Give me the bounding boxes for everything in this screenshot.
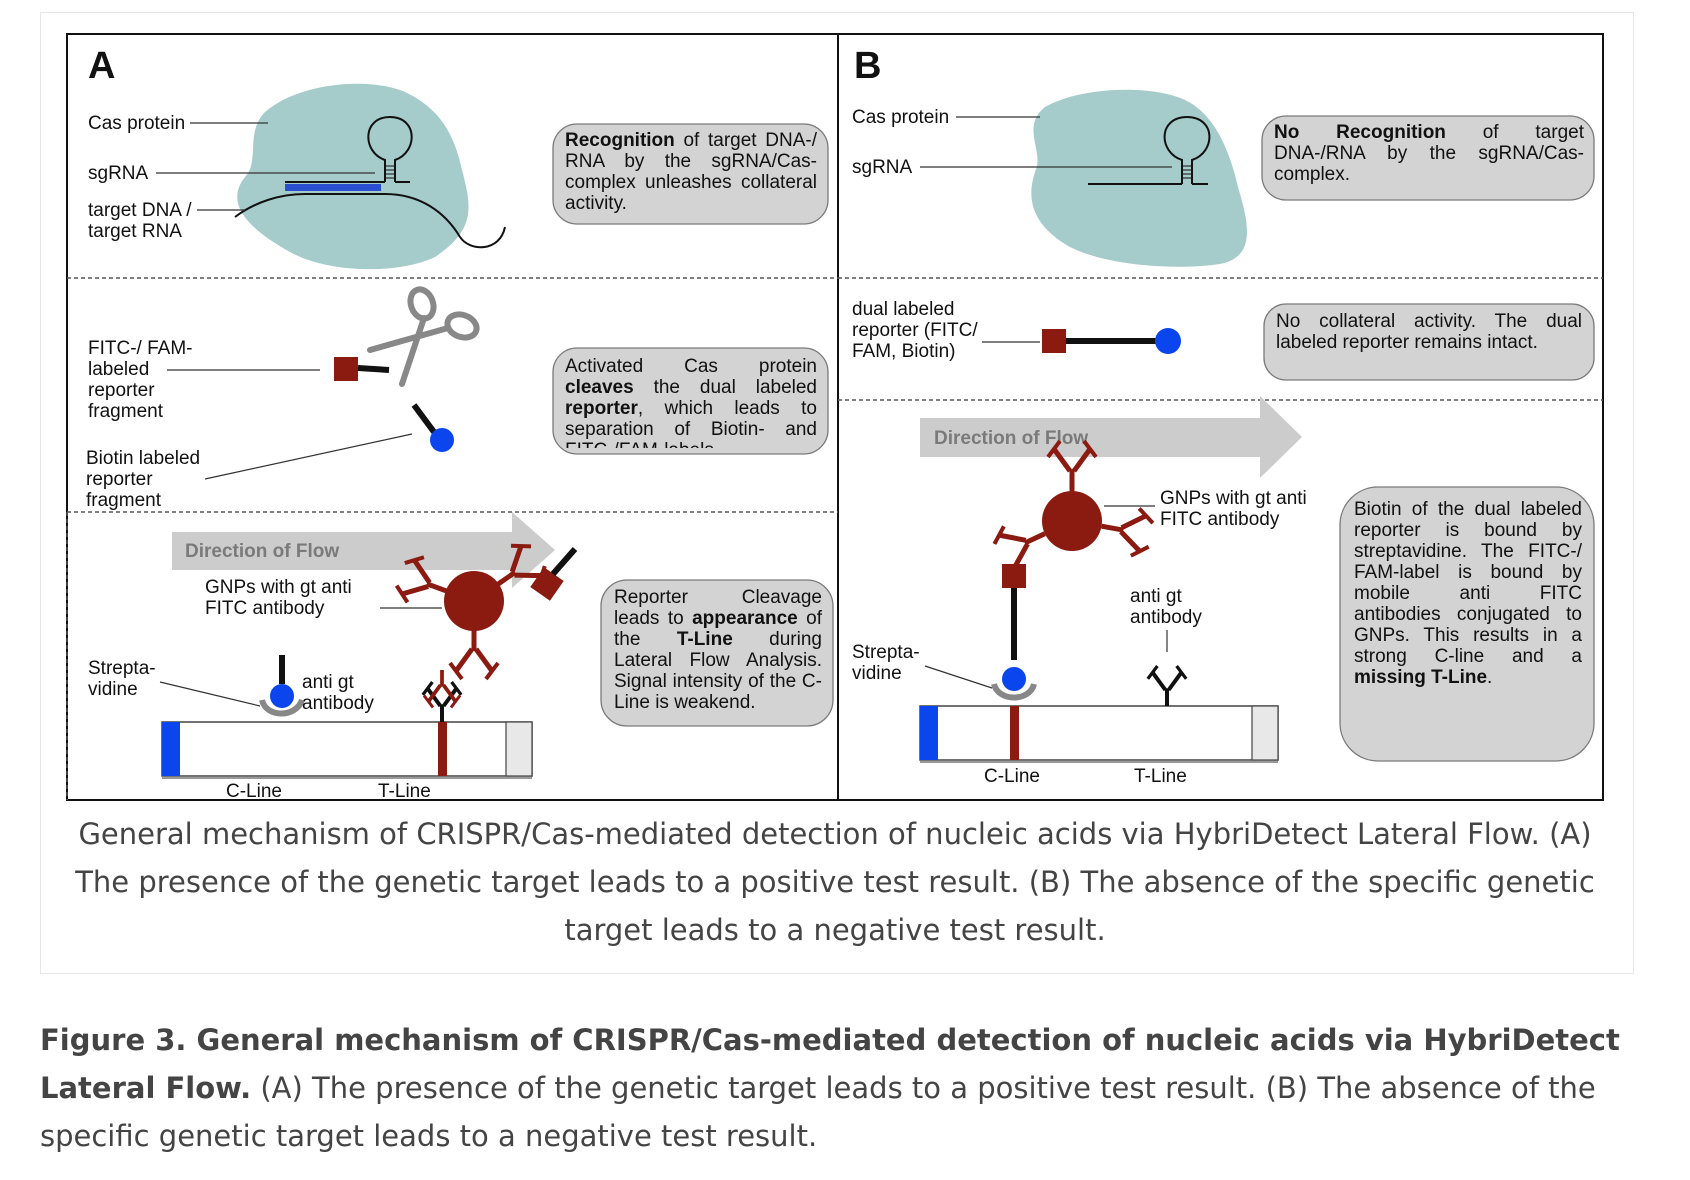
label-gnp-a-2: FITC antibody (205, 598, 325, 619)
label-strep-a-1: Strepta- (88, 658, 156, 679)
bubble-b3 (1339, 486, 1595, 762)
bubble-b2-text: No collateral activity. The dual labeled… (1276, 311, 1582, 353)
label-tline-a: T-Line (378, 781, 431, 802)
label-biotin-a-2: reporter (86, 469, 153, 490)
biotin-fragment-a (411, 403, 454, 452)
inner-caption: General mechanism of CRISPR/Cas-mediated… (75, 817, 1595, 947)
dual-reporter-b (1042, 328, 1181, 354)
gnp-b (989, 441, 1155, 660)
cas-protein-a (234, 83, 506, 270)
label-dual-b-3: FAM, Biotin) (852, 341, 955, 362)
panel-borders (66, 33, 1604, 801)
fitc-fragment-a (334, 357, 390, 381)
label-gnp-b-1: GNPs with gt anti (1160, 488, 1307, 509)
label-gnp-b-2: FITC antibody (1160, 509, 1280, 530)
label-strep-b-1: Strepta- (852, 642, 920, 663)
bubble-b3-text: Biotin of the dual labeled reporter is b… (1354, 499, 1582, 688)
label-strep-b-2: vidine (852, 663, 902, 684)
label-cas-protein-b: Cas protein (852, 107, 949, 128)
cas-protein-b (1031, 89, 1247, 267)
label-cas-protein-a: Cas protein (88, 113, 185, 134)
panel-a-letter: A (88, 45, 115, 87)
bubble-a2-text: Activated Cas protein cleaves the dual l… (565, 356, 817, 448)
bubble-b1 (1261, 115, 1595, 201)
label-antigt-a-2: antibody (302, 693, 374, 714)
figure-caption-title: Figure 3. General mechanism of CRISPR/Ca… (40, 1023, 1620, 1105)
bubble-a1-text: Recognition of target DNA-/ RNA by the s… (565, 130, 817, 214)
label-biotin-a-1: Biotin labeled (86, 448, 200, 469)
label-fitc-a-4: fragment (88, 401, 164, 422)
bubble-a2 (552, 347, 829, 455)
bubble-a1 (552, 123, 829, 225)
label-antigt-b-2: antibody (1130, 607, 1202, 628)
scissors-icon (367, 286, 480, 387)
label-dual-b-1: dual labeled (852, 299, 954, 320)
test-strip-b (919, 666, 1279, 763)
label-fitc-a-1: FITC-/ FAM- (88, 338, 192, 359)
label-antigt-b-1: anti gt (1130, 586, 1182, 607)
label-target-a-1: target DNA / (88, 200, 192, 221)
label-fitc-a-2: labeled (88, 359, 149, 380)
label-dual-b-2: reporter (FITC/ (852, 320, 978, 341)
label-strep-a-2: vidine (88, 679, 138, 700)
label-cline-b: C-Line (984, 766, 1040, 787)
flow-arrow-a (172, 512, 555, 588)
label-antigt-a-1: anti gt (302, 672, 354, 693)
bubble-a3-text: Reporter Cleavage leads to appearance of… (614, 587, 822, 713)
label-flow-a: Direction of Flow (185, 541, 339, 562)
label-sgrna-a: sgRNA (88, 163, 149, 184)
label-biotin-a-3: fragment (86, 490, 162, 511)
bubble-a3 (600, 579, 834, 727)
figure-caption: Figure 3. General mechanism of CRISPR/Ca… (40, 1016, 1680, 1160)
label-flow-b: Direction of Flow (934, 428, 1088, 449)
test-strip-a (161, 655, 533, 779)
gnp-a (392, 537, 578, 679)
label-gnp-a-1: GNPs with gt anti (205, 577, 352, 598)
figure-caption-text: (A) The presence of the genetic target l… (40, 1071, 1596, 1153)
mechanism-diagram: A Cas protein sgRNA target DNA / target … (66, 33, 1604, 802)
label-cline-a: C-Line (226, 781, 282, 802)
label-fitc-a-3: reporter (88, 380, 155, 401)
panel-b-letter: B (854, 45, 881, 87)
label-target-a-2: target RNA (88, 221, 182, 242)
label-tline-b: T-Line (1134, 766, 1187, 787)
flow-arrow-b (920, 396, 1302, 478)
label-sgrna-b: sgRNA (852, 157, 913, 178)
bubble-b2 (1263, 303, 1595, 381)
bubble-b1-text: No Recognition of target DNA-/RNA by the… (1274, 122, 1584, 185)
